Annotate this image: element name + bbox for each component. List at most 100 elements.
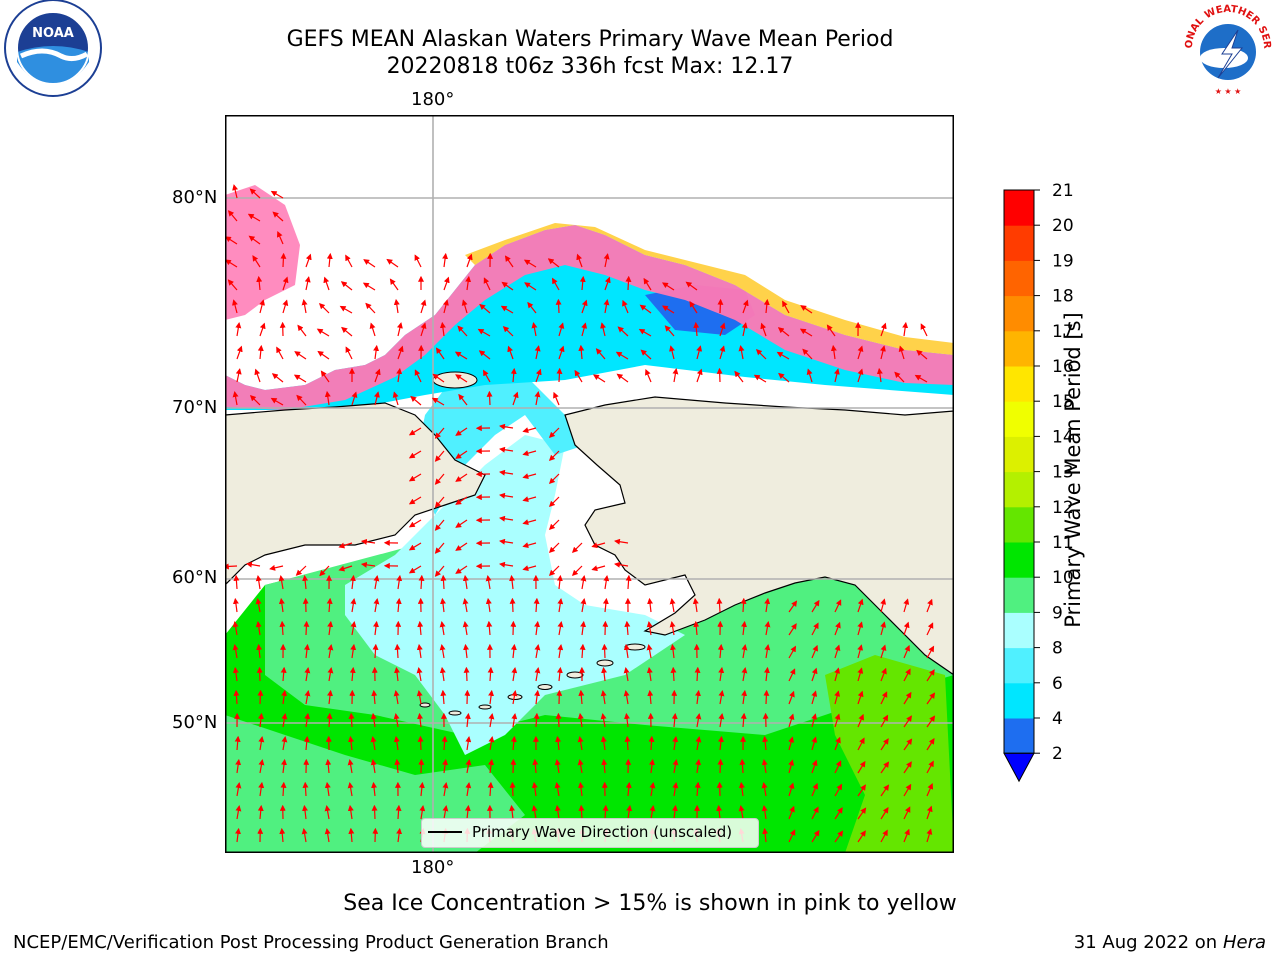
wave-direction-arrow: [617, 326, 629, 337]
wave-direction-arrow: [761, 805, 768, 820]
wave-direction-arrow: [788, 736, 795, 751]
wave-direction-arrow: [602, 804, 609, 820]
wave-direction-arrow: [509, 804, 516, 820]
wave-direction-arrow: [360, 538, 376, 545]
wave-direction-arrow: [455, 473, 468, 482]
wave-direction-arrow: [764, 621, 771, 636]
wave-direction-arrow: [348, 712, 355, 728]
wave-direction-arrow: [365, 302, 376, 314]
wave-direction-arrow: [487, 781, 494, 797]
wave-direction-arrow: [501, 281, 514, 291]
wave-direction-arrow: [232, 299, 238, 314]
wave-direction-arrow: [225, 563, 238, 570]
sea-ice-caption: Sea Ice Concentration > 15% is shown in …: [343, 891, 957, 916]
wave-direction-arrow: [646, 666, 653, 682]
wave-direction-arrow: [555, 735, 562, 751]
wave-direction-arrow: [258, 781, 265, 797]
wave-direction-arrow: [305, 253, 312, 268]
colorbar-segment: [1004, 471, 1034, 508]
wave-direction-arrow: [522, 496, 537, 503]
wave-direction-arrow: [389, 278, 399, 291]
wave-direction-arrow: [276, 346, 284, 360]
wave-direction-arrow: [487, 666, 494, 682]
wave-direction-arrow: [483, 277, 491, 291]
wave-direction-arrow: [811, 622, 819, 636]
wave-direction-arrow: [502, 326, 514, 337]
noaa-logo: NOAA: [4, 0, 102, 97]
wave-direction-arrow: [303, 643, 310, 659]
wave-direction-arrow: [763, 689, 770, 705]
wave-direction-arrow: [257, 712, 264, 728]
wave-direction-arrow: [811, 644, 818, 659]
wave-direction-arrow: [483, 369, 491, 383]
wave-direction-arrow: [465, 782, 472, 797]
wave-direction-arrow: [419, 805, 426, 820]
wave-direction-arrow: [554, 804, 561, 820]
wave-direction-arrow: [434, 496, 445, 508]
wave-direction-arrow: [511, 713, 518, 728]
wave-direction-arrow: [488, 758, 495, 774]
wave-direction-arrows: [225, 184, 936, 843]
wave-direction-arrow: [834, 783, 843, 797]
wave-direction-arrow: [524, 282, 537, 291]
wave-direction-arrow: [442, 252, 449, 268]
wave-direction-arrow: [548, 519, 560, 531]
wave-direction-arrow: [811, 690, 818, 705]
colorbar-segment: [1004, 366, 1034, 402]
wave-direction-arrow: [926, 805, 933, 820]
wave-direction-arrow: [461, 299, 468, 314]
wave-direction-arrow: [880, 598, 887, 613]
wave-direction-arrow: [455, 565, 468, 574]
wave-direction-arrow: [600, 322, 606, 337]
wave-direction-arrow: [255, 598, 262, 613]
wave-direction-arrow: [348, 827, 355, 843]
wave-direction-arrow: [393, 298, 400, 314]
colorbar-tick-label: 4: [1052, 709, 1063, 729]
wave-direction-arrow: [408, 496, 422, 505]
wave-direction-arrow: [622, 299, 629, 314]
wave-direction-arrow: [926, 645, 935, 659]
wave-direction-arrow: [670, 666, 677, 682]
wave-direction-arrow: [811, 713, 818, 728]
wave-direction-arrow: [898, 345, 905, 360]
wave-direction-arrow: [416, 643, 423, 659]
wave-direction-arrow: [522, 519, 537, 526]
wave-direction-arrow: [271, 373, 284, 383]
wave-direction-arrow: [324, 828, 331, 843]
wave-direction-arrow: [373, 344, 380, 360]
wave-direction-arrow: [692, 597, 699, 613]
wave-direction-arrow: [462, 598, 469, 613]
wave-direction-arrow: [914, 374, 928, 383]
wave-direction-arrow: [270, 190, 284, 199]
wave-direction-arrow: [534, 689, 541, 705]
wave-direction-arrow: [578, 689, 585, 705]
wave-direction-arrow: [509, 781, 516, 797]
map-legend: Primary Wave Direction (unscaled): [421, 818, 759, 848]
wave-direction-arrow: [578, 804, 585, 820]
wave-direction-arrow: [235, 368, 242, 383]
wave-direction-arrow: [302, 574, 309, 590]
wave-direction-arrow: [324, 781, 331, 797]
wave-direction-arrow: [465, 759, 472, 774]
wave-direction-arrow: [695, 758, 702, 774]
wave-direction-arrow: [556, 666, 563, 682]
wave-direction-arrow: [580, 620, 587, 636]
wave-direction-arrow: [349, 574, 356, 590]
wave-direction-arrow: [926, 783, 934, 797]
wave-direction-arrow: [578, 344, 585, 360]
wave-direction-arrow: [440, 574, 447, 590]
wave-direction-arrow: [741, 322, 748, 337]
wave-direction-arrow: [440, 689, 447, 705]
wave-direction-arrow: [432, 373, 445, 383]
colorbar-segment: [1004, 190, 1034, 226]
wave-direction-arrow: [776, 351, 790, 360]
wave-direction-arrow: [579, 643, 586, 659]
wave-direction-arrow: [499, 515, 514, 522]
wave-direction-arrow: [534, 345, 541, 360]
wave-direction-arrow: [510, 735, 517, 751]
wave-direction-arrow: [509, 597, 516, 613]
wave-direction-arrow: [347, 759, 354, 774]
wave-direction-arrow: [350, 643, 357, 659]
wave-direction-arrow: [554, 759, 561, 774]
colorbar-segment: [1004, 225, 1034, 261]
